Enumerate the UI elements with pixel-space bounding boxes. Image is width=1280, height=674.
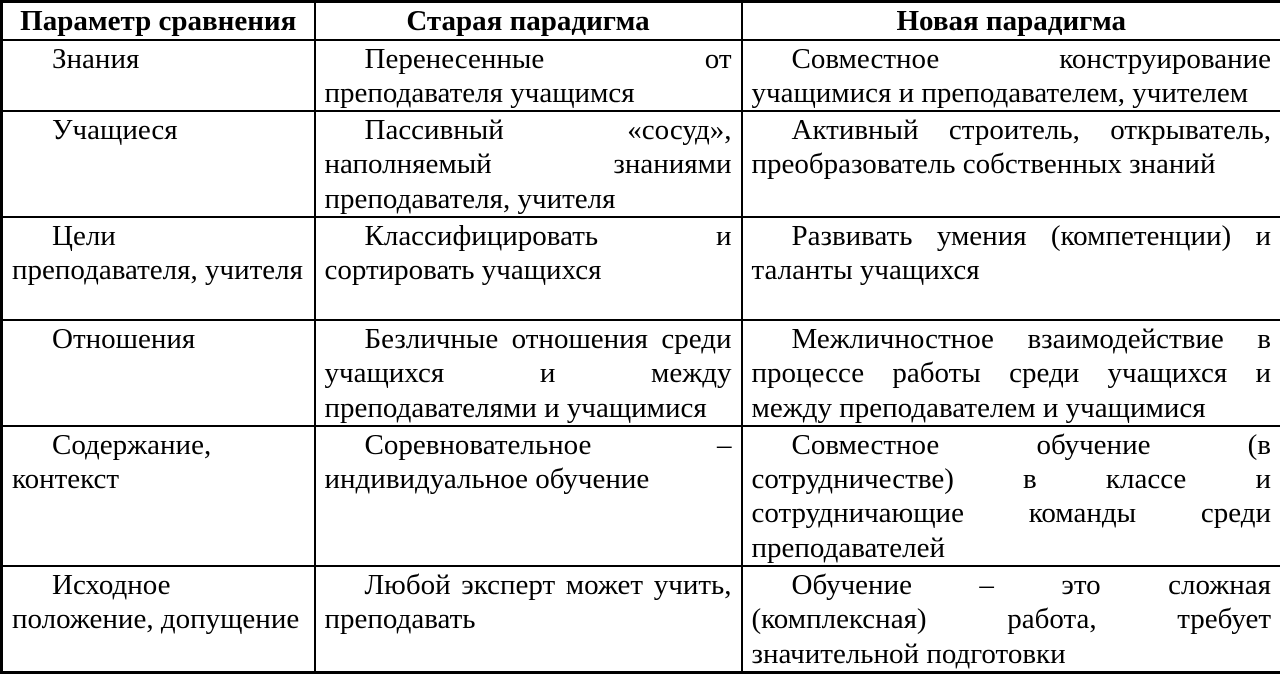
new-paradigm-cell: Развивать умения (компетенции) и таланты… [742,217,1280,320]
param-cell: Исходное положение, допущение [2,566,315,672]
header-old-paradigm: Старая парадигма [315,2,742,40]
param-cell: Знания [2,40,315,112]
param-cell: Учащиеся [2,111,315,217]
new-paradigm-cell: Совместное обучение (в сотрудничестве) в… [742,426,1280,566]
new-paradigm-cell: Совместное конструирование учащимися и п… [742,40,1280,112]
param-cell: Отношения [2,320,315,426]
old-paradigm-cell: Соревновательное – индивидуальное обучен… [315,426,742,566]
table-row: Содержание, контекст Соревновательное – … [2,426,1280,566]
table-row: Отношения Безличные отношения среди учащ… [2,320,1280,426]
old-paradigm-cell: Пассивный «сосуд», наполняемый знаниями … [315,111,742,217]
old-paradigm-cell: Классифицировать и сортировать учащихся [315,217,742,320]
header-new-paradigm: Новая парадигма [742,2,1280,40]
param-cell: Содержание, контекст [2,426,315,566]
new-paradigm-cell: Обучение – это сложная (комплексная) раб… [742,566,1280,672]
new-paradigm-cell: Активный строитель, открыватель, преобра… [742,111,1280,217]
table-row: Цели преподавателя, учителя Классифициро… [2,217,1280,320]
table-row: Учащиеся Пассивный «сосуд», наполняемый … [2,111,1280,217]
param-cell: Цели преподавателя, учителя [2,217,315,320]
old-paradigm-cell: Любой эксперт может учить, преподавать [315,566,742,672]
old-paradigm-cell: Безличные отношения среди учащихся и меж… [315,320,742,426]
old-paradigm-cell: Перенесенные от преподавателя учащимся [315,40,742,112]
header-parameter: Параметр сравнения [2,2,315,40]
new-paradigm-cell: Межличностное взаимодействие в процессе … [742,320,1280,426]
table-row: Исходное положение, допущение Любой эксп… [2,566,1280,672]
table-row: Знания Перенесенные от преподавателя уча… [2,40,1280,112]
table-header-row: Параметр сравнения Старая парадигма Нова… [2,2,1280,40]
